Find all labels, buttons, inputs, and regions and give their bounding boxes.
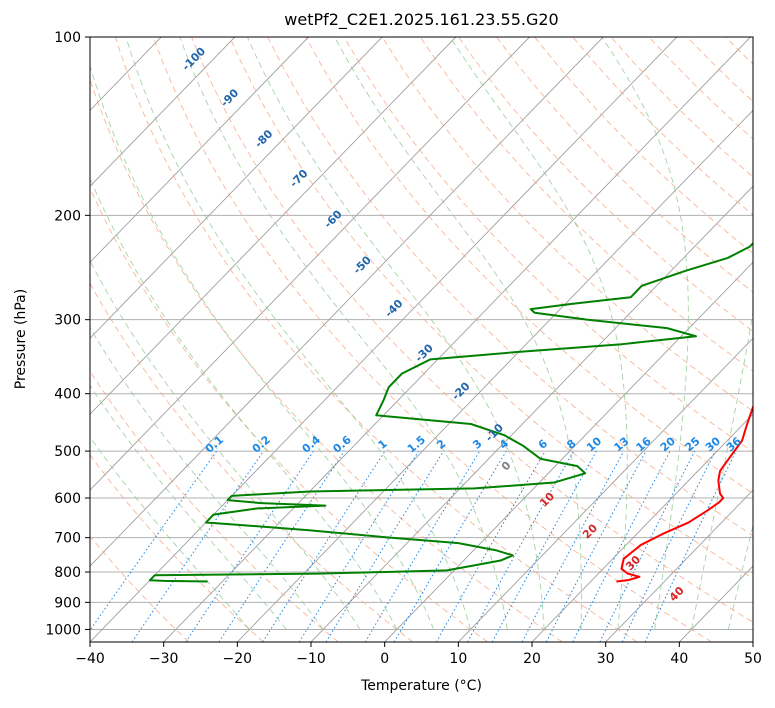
isotherm-line [90,37,604,567]
y-tick-label: 100 [54,30,81,46]
chart-title: wetPf2_C2E1.2025.161.23.55.G20 [284,10,559,29]
moist-adiabat-line [90,436,250,630]
dry-adiabat-line [90,454,264,642]
mixing-ratio-line [131,450,264,642]
x-axis-label: Temperature (°C) [361,678,482,694]
x-tick-label: −40 [75,651,105,667]
y-tick-label: 700 [54,531,81,547]
x-tick-label: −20 [223,651,253,667]
mixing-ratio-line [467,450,575,642]
moist-adiabat-line [90,64,435,630]
x-tick-label: 20 [523,651,541,667]
isotherm-line [163,37,751,642]
mixing-ratio-line [218,450,345,642]
x-tick-label: 0 [380,651,389,667]
moist-adiabat-line [90,326,324,630]
dewpoint-profile-line [148,241,753,583]
dry-adiabat-line [90,282,414,642]
dry-adiabat-line [90,370,339,642]
isotherm-line [605,489,753,642]
y-tick-label: 500 [54,444,81,460]
moist-adiabat-line [449,37,628,630]
isotherm-line [679,565,753,642]
x-tick-label: 10 [449,651,467,667]
moist-adiabat-line [90,384,287,630]
moist-adiabat-line [90,177,398,630]
mixing-ratio-line [90,450,218,632]
mixing-ratio-line [262,450,386,642]
isotherm-line [458,337,753,642]
y-tick-label: 1000 [45,622,81,638]
isotherm-line [90,37,530,491]
isotherm-line [90,37,457,415]
x-tick-label: 40 [670,651,688,667]
moist-adiabat-line [125,37,471,630]
x-tick-label: 30 [597,651,615,667]
dry-adiabat-line [114,37,638,642]
moist-adiabat-line [90,259,361,630]
temperature-profile-line [616,404,753,583]
y-tick-label: 900 [54,595,81,611]
background-lines [0,37,775,642]
plot-frame [89,36,754,643]
x-tick-label: −10 [296,651,326,667]
y-tick-label: 800 [54,565,81,581]
dry-adiabat-line [191,37,753,623]
moist-adiabat-line [179,37,508,630]
isotherm-line [237,109,753,642]
moist-adiabat-line [247,37,545,630]
mixing-ratio-line [325,450,444,642]
y-tick-label: 400 [54,387,81,403]
mixing-ratio-line [572,450,671,642]
y-axis-label: Pressure (hPa) [13,288,29,390]
dry-adiabat-line [90,78,563,642]
x-tick-label: 50 [744,651,762,667]
isotherm-line [752,641,753,642]
mixing-ratio-line [185,450,314,642]
dry-adiabat-line [90,187,488,642]
profile-lines [148,241,753,583]
moist-adiabat-line [601,37,689,630]
x-tick-label: −30 [149,651,179,667]
y-tick-label: 200 [54,208,81,224]
mixing-ratio-line [521,450,625,642]
y-tick-label: 300 [54,313,81,329]
mixing-ratio-line [599,450,696,642]
isotherm-line [0,37,14,642]
mixing-ratio-line [491,450,597,642]
moist-adiabat-line [727,523,753,630]
dry-adiabat-line [496,37,753,293]
isotherm-line [531,413,753,642]
isotherm-line [90,37,383,339]
moist-adiabat-line [691,309,753,630]
isotherm-line [384,261,753,642]
plot-background [90,37,753,642]
axis-ticks: −40 −30 −20 −10 0 10 20 30 40 50 100 200 300 400 500 60… [45,30,762,667]
dry-adiabat-line [763,37,775,642]
y-tick-label: 600 [54,491,81,507]
